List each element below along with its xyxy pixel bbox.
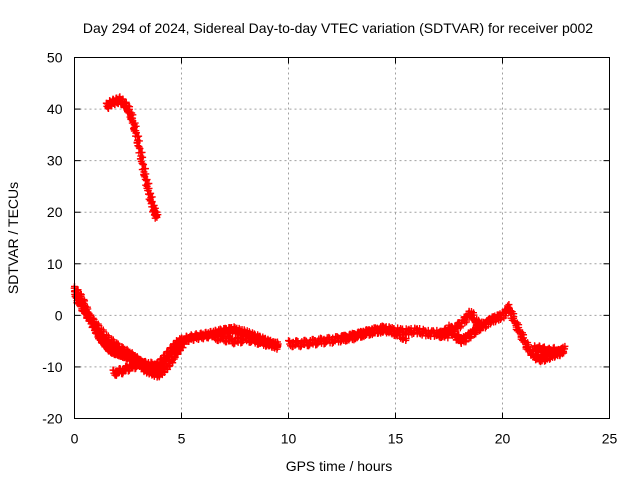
data-point-marker xyxy=(274,341,282,349)
plot-frame xyxy=(74,57,610,419)
data-point-marker xyxy=(466,310,474,318)
x-tick-label: 25 xyxy=(602,431,618,447)
data-point-marker xyxy=(140,161,148,169)
data-point-marker xyxy=(218,331,226,339)
x-axis-label: GPS time / hours xyxy=(286,458,393,474)
x-tick-label: 20 xyxy=(495,431,511,447)
data-point-marker xyxy=(131,119,139,127)
y-tick-label: -20 xyxy=(42,411,62,427)
data-point-marker xyxy=(81,307,89,315)
data-point-marker xyxy=(561,345,569,353)
data-point-marker xyxy=(136,145,144,153)
data-point-marker xyxy=(398,334,406,342)
x-tick-label: 5 xyxy=(178,431,186,447)
data-point-marker xyxy=(147,189,155,197)
y-tick-label: 0 xyxy=(55,307,63,323)
chart-title: Day 294 of 2024, Sidereal Day-to-day VTE… xyxy=(83,20,593,36)
y-tick-label: 40 xyxy=(47,101,63,117)
data-point-marker xyxy=(138,159,146,167)
data-point-marker xyxy=(132,129,140,137)
y-tick-label: 20 xyxy=(47,204,63,220)
data-point-marker xyxy=(135,132,143,140)
data-layer xyxy=(70,93,569,381)
grid-layer xyxy=(74,57,610,419)
y-tick-label: 50 xyxy=(47,50,63,66)
data-point-marker xyxy=(505,304,513,312)
y-tick-labels: -20 -10 0 10 20 30 40 50 xyxy=(42,50,62,427)
data-point-marker xyxy=(210,330,218,338)
y-tick-label: 10 xyxy=(47,256,63,272)
data-point-marker xyxy=(477,322,485,330)
y-axis-label: SDTVAR / TECUs xyxy=(5,182,21,294)
data-point-marker xyxy=(160,366,168,374)
data-point-marker xyxy=(402,335,410,343)
data-point-marker xyxy=(153,213,161,221)
x-tick-label: 10 xyxy=(281,431,297,447)
data-point-marker xyxy=(216,336,224,344)
x-tick-label: 0 xyxy=(71,431,79,447)
data-point-marker xyxy=(139,153,147,161)
data-point-marker xyxy=(515,327,523,335)
data-point-marker xyxy=(556,350,564,358)
x-tick-label: 15 xyxy=(388,431,404,447)
data-point-marker xyxy=(143,176,151,184)
y-tick-label: 30 xyxy=(47,153,63,169)
x-tick-labels: 0 5 10 15 20 25 xyxy=(71,431,618,447)
y-tick-label: -10 xyxy=(42,359,62,375)
